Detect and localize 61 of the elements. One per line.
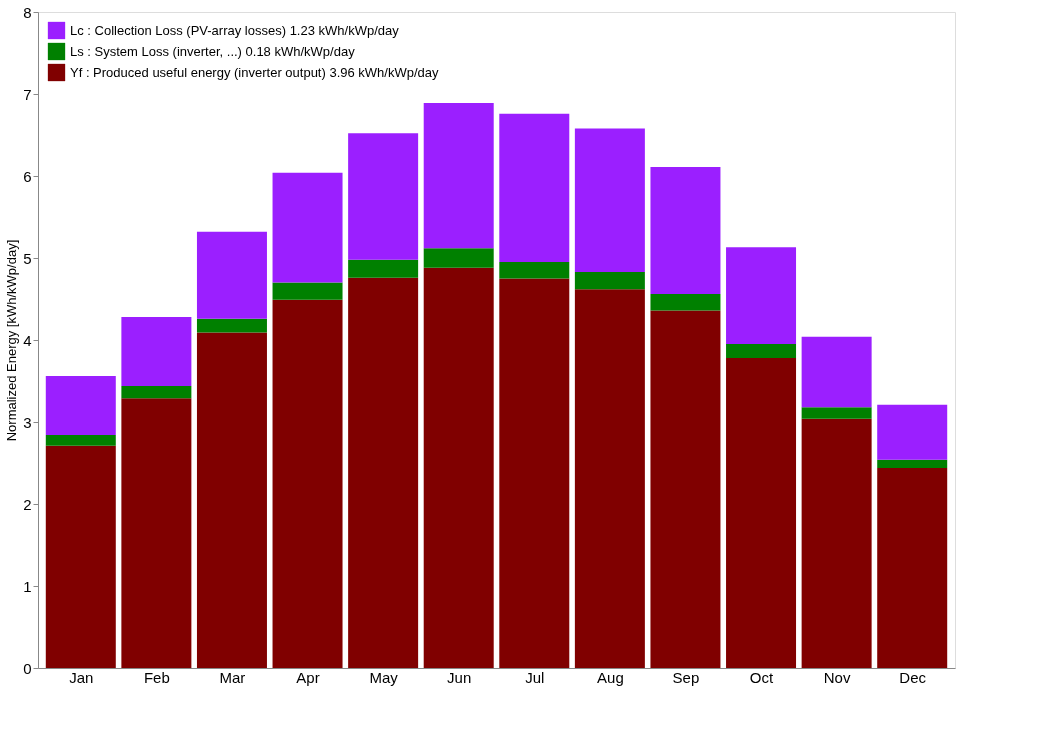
bar (801, 336, 872, 408)
x-tick-label: Sep (672, 668, 700, 686)
bar (45, 445, 116, 668)
bar (45, 376, 116, 436)
bar (499, 262, 570, 279)
bar (45, 435, 116, 446)
bar (272, 299, 343, 668)
bar (121, 398, 192, 668)
bar (877, 459, 948, 468)
x-tick-label: Jun (447, 668, 472, 686)
x-tick-label: Feb (143, 668, 170, 686)
y-tick-label: 7 (23, 85, 32, 103)
legend-label: Lc : Collection Loss (PV-array losses) 1.23 kWh/kWp/day (70, 22, 400, 38)
bar (877, 404, 948, 460)
y-tick-label: 4 (23, 331, 32, 349)
bar (877, 467, 948, 668)
x-tick-label: Aug (597, 668, 624, 686)
x-tick-label: Nov (823, 668, 851, 686)
x-tick-label: Jul (525, 668, 545, 686)
bar (348, 277, 419, 668)
bar (348, 133, 419, 260)
bar (726, 247, 797, 345)
bar (272, 172, 343, 283)
bar (423, 267, 494, 668)
bar (574, 128, 645, 272)
y-tick-label: 5 (23, 249, 32, 267)
x-tick-label: Apr (296, 668, 320, 686)
bar (650, 294, 721, 311)
y-tick-label: 2 (23, 495, 32, 513)
bar (801, 407, 872, 419)
legend-label: Yf : Produced useful energy (inverter output) 3.96 kWh/kWp/day (70, 64, 440, 80)
bar (726, 344, 797, 359)
x-tick-label: Mar (219, 668, 246, 686)
y-tick-label: 8 (23, 3, 32, 21)
bar (196, 318, 267, 333)
bar (272, 282, 343, 300)
y-tick-label: 3 (23, 413, 32, 431)
x-tick-label: May (369, 668, 399, 686)
bar (423, 248, 494, 268)
bar (348, 259, 419, 278)
bar (650, 310, 721, 668)
bar (121, 317, 192, 386)
bar (499, 113, 570, 263)
bar (499, 278, 570, 668)
y-tick-label: 0 (23, 659, 32, 677)
legend-label: Ls : System Loss (inverter, ...) 0.18 kWh/kWp/day (70, 43, 356, 59)
x-tick-label: Oct (749, 668, 775, 686)
y-tick-label: 1 (23, 577, 32, 595)
bar (574, 289, 645, 668)
bar (574, 271, 645, 290)
x-tick-label: Jan (69, 668, 94, 686)
bar (196, 332, 267, 668)
bar (650, 166, 721, 295)
bar (196, 231, 267, 319)
bar (121, 385, 192, 399)
x-tick-label: Dec (899, 668, 927, 686)
bar (726, 358, 797, 668)
y-axis-title: Normalized Energy [kWh/kWp/day] (4, 239, 20, 442)
bar (801, 418, 872, 668)
y-tick-label: 6 (23, 167, 32, 185)
bar (423, 103, 494, 249)
